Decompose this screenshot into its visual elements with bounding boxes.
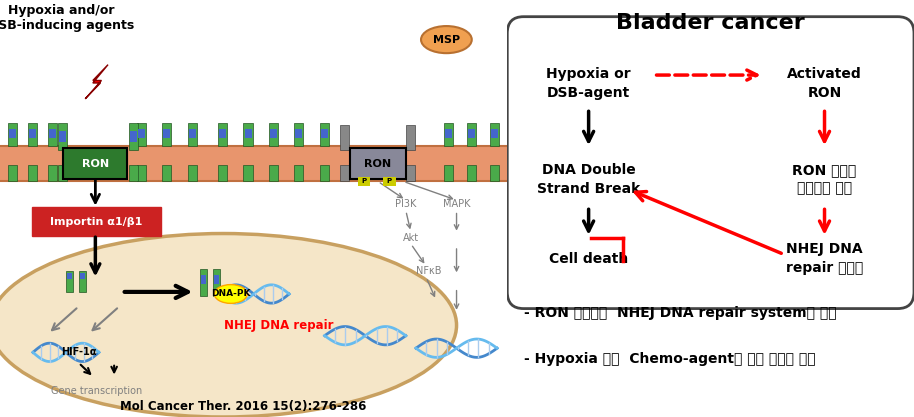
Bar [243,165,252,181]
Text: Hypoxia and/or
DSB-inducing agents: Hypoxia and/or DSB-inducing agents [0,4,134,32]
Text: DNA-PK: DNA-PK [211,289,250,299]
Bar [445,129,452,138]
Bar [444,165,453,181]
Bar [29,129,36,138]
Bar [218,165,228,181]
Text: RON: RON [81,159,109,168]
Text: P: P [387,178,392,184]
Text: RON: RON [365,159,391,168]
Bar [294,165,303,181]
Text: NHEJ DNA
repair 활성화: NHEJ DNA repair 활성화 [786,242,863,275]
Bar [383,177,396,186]
Text: Cell death: Cell death [549,251,628,266]
Bar [219,129,227,138]
FancyBboxPatch shape [507,17,914,309]
Bar [187,123,197,146]
Bar [200,269,207,296]
Bar [188,129,196,138]
Bar [320,165,329,181]
Bar [444,123,453,146]
Bar [7,123,16,146]
Bar [130,123,139,150]
Text: HIF-1α: HIF-1α [61,347,96,357]
Bar [28,165,37,181]
Text: P: P [361,178,367,184]
Bar [294,123,303,146]
Bar [131,131,137,142]
Bar [269,123,278,146]
Bar [214,275,219,284]
Bar [137,123,146,146]
Ellipse shape [421,26,472,53]
FancyBboxPatch shape [350,148,406,179]
Bar [49,129,57,138]
Ellipse shape [214,284,248,304]
Bar [163,165,172,181]
Bar [79,271,86,292]
Bar [58,165,68,181]
Bar [8,129,16,138]
Bar [187,165,197,181]
Bar [67,273,72,279]
Text: DNA Double
Strand Break: DNA Double Strand Break [537,163,640,196]
Bar [48,123,58,146]
Bar [406,125,415,150]
Polygon shape [85,65,108,99]
Ellipse shape [0,234,457,417]
Text: Activated
RON: Activated RON [787,67,862,100]
Bar [137,165,146,181]
Bar [164,129,170,138]
Text: NHEJ DNA repair: NHEJ DNA repair [224,319,334,332]
FancyBboxPatch shape [32,207,161,236]
Bar [490,165,499,181]
Bar [213,269,220,296]
Bar [130,165,139,181]
Bar [467,123,476,146]
Bar [0,146,507,181]
Text: - RON 단백질이  NHEJ DNA repair system을 활성: - RON 단백질이 NHEJ DNA repair system을 활성 [524,306,836,321]
Text: Mol Cancer Ther. 2016 15(2):276-286: Mol Cancer Ther. 2016 15(2):276-286 [121,400,367,413]
Bar [491,129,497,138]
Bar [58,123,68,150]
Bar [28,123,37,146]
Text: MAPK: MAPK [442,199,471,209]
Bar [66,271,73,292]
Bar [80,273,85,279]
Text: MSP: MSP [433,35,460,45]
Text: Hypoxia or
DSB-agent: Hypoxia or DSB-agent [547,67,631,100]
Bar [243,123,252,146]
Bar [340,165,349,181]
Bar [59,131,67,142]
Text: Gene transcription: Gene transcription [51,386,142,396]
Bar [320,123,329,146]
Text: - Hypoxia 또는  Chemo-agent에 대한 저항성 발생: - Hypoxia 또는 Chemo-agent에 대한 저항성 발생 [524,352,815,367]
Bar [245,129,251,138]
Text: Bladder cancer: Bladder cancer [616,13,805,33]
Bar [321,129,328,138]
FancyBboxPatch shape [63,148,127,179]
Bar [270,129,277,138]
Text: NFκB: NFκB [416,266,441,276]
Bar [340,125,349,150]
Bar [201,275,207,284]
Text: RON 단백질
핵으로의 이동: RON 단백질 핵으로의 이동 [792,163,856,196]
Bar [357,177,370,186]
Bar [468,129,474,138]
Bar [218,123,228,146]
Bar [269,165,278,181]
Bar [48,165,58,181]
Text: Akt: Akt [403,233,419,243]
Bar [490,123,499,146]
Bar [138,129,145,138]
Text: PI3K: PI3K [395,199,417,209]
Bar [163,123,172,146]
Bar [7,165,16,181]
Bar [467,165,476,181]
Bar [406,165,415,181]
Text: Importin α1/β1: Importin α1/β1 [50,217,143,227]
Bar [295,129,303,138]
